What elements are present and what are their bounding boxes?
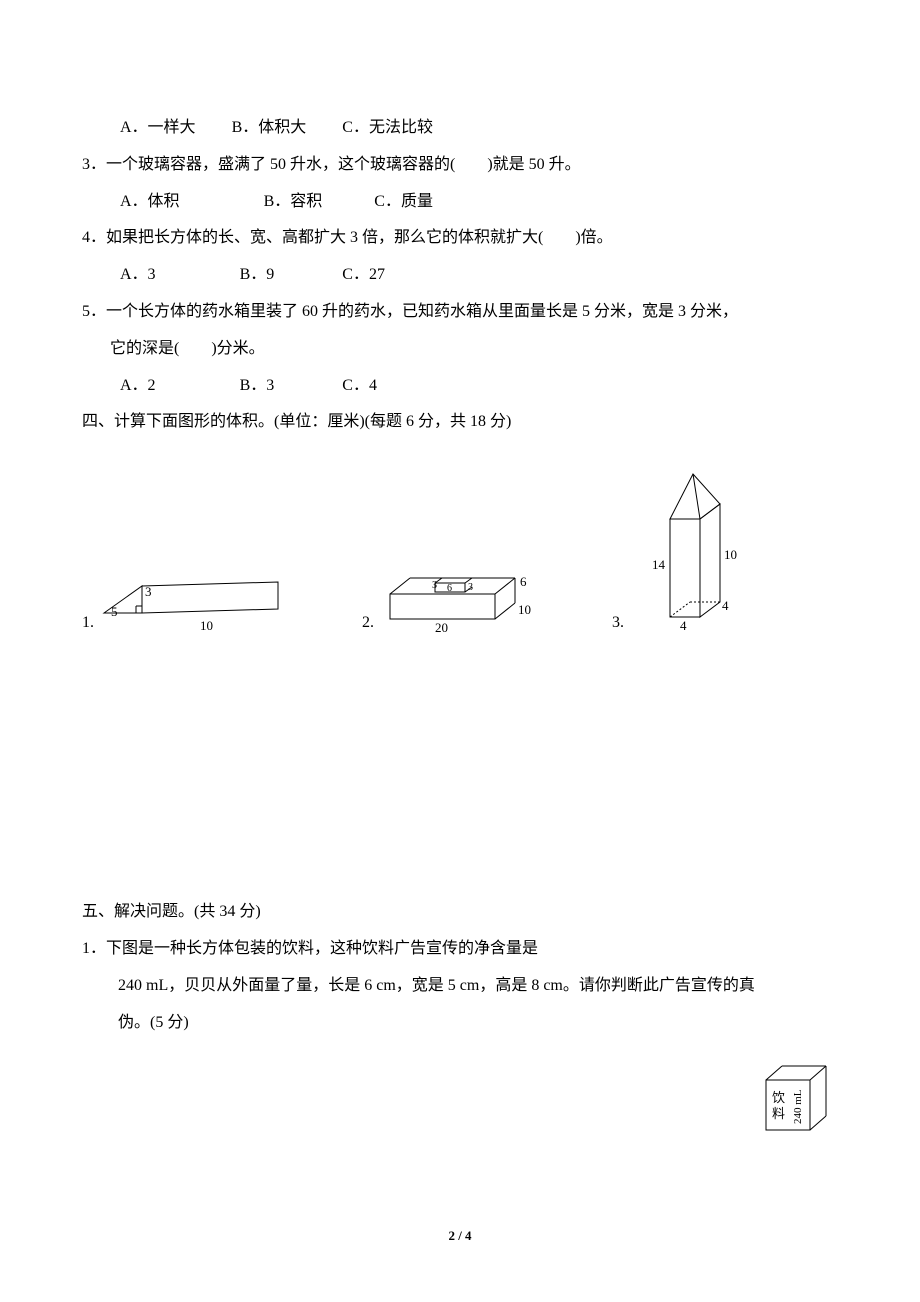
q4-opt-b: B．9 [240,266,275,283]
fig3-dim-basew: 4 [680,618,687,633]
q5-opt-b: B．3 [240,377,275,394]
q2-opt-c: C．无法比较 [342,119,433,136]
q4-opt-c: C．27 [342,266,385,283]
section-4-title: 四、计算下面图形的体积。(单位：厘米)(每题 6 分，共 18 分) [82,404,838,441]
fig3-dim-left: 14 [652,557,666,572]
q4-opt-a: A．3 [120,266,156,283]
q2-opt-b: B．体积大 [232,119,307,136]
fig3-dim-based: 4 [722,598,729,613]
fig2-dim-w: 20 [435,620,448,634]
q4-stem: 4．如果把长方体的长、宽、高都扩大 3 倍，那么它的体积就扩大( )倍。 [82,220,838,257]
fig1-dim-5: 5 [111,604,118,619]
figure-2-svg: 6 10 20 3 6 3 [380,554,540,634]
q5-stem-line1: 5．一个长方体的药水箱里装了 60 升的药水，已知药水箱从里面量长是 5 分米，… [82,294,838,331]
fig3-dim-right: 10 [724,547,737,562]
q3-opt-c: C．质量 [374,193,433,210]
figure-2: 2. [362,554,540,634]
p1-stem-line2: 240 mL，贝贝从外面量了量，长是 6 cm，宽是 5 cm，高是 8 cm。… [82,968,838,1005]
q5-opt-a: A．2 [120,377,156,394]
q3-opt-a: A．体积 [120,193,180,210]
figure-1-svg: 5 3 10 [100,544,290,634]
q2-options: A．一样大 B．体积大 C．无法比较 [82,110,838,147]
fig2-dim-id: 3 [468,582,473,593]
fig2-dim-d: 10 [518,602,531,617]
figure-2-number: 2. [362,614,374,632]
fig1-dim-10: 10 [200,618,213,633]
q3-opt-b: B．容积 [264,193,323,210]
fig2-dim-h: 6 [520,574,527,589]
figure-1-number: 1. [82,614,94,632]
fig2-dim-ih: 3 [432,580,437,591]
bev-label-2: 料 [772,1106,785,1121]
fig1-dim-3: 3 [145,584,152,599]
figure-3-number: 3. [612,614,624,632]
bev-label-1: 饮 [772,1090,785,1105]
figure-3-svg: 14 10 4 4 [630,464,750,634]
q2-opt-a: A．一样大 [120,119,196,136]
p1-stem-line1: 1．下图是一种长方体包装的饮料，这种饮料广告宣传的净含量是 [82,931,838,968]
q5-stem-line2: 它的深是( )分米。 [82,331,838,368]
page-footer: 2 / 4 [0,1228,920,1244]
q5-options: A．2 B．3 C．4 [82,368,838,405]
q4-options: A．3 B．9 C．27 [82,257,838,294]
bev-volume: 240 mL [792,1089,804,1124]
figure-3: 3. 14 10 4 4 [612,464,750,634]
q3-stem: 3．一个玻璃容器，盛满了 50 升水，这个玻璃容器的( )就是 50 升。 [82,147,838,184]
q3-options: A．体积 B．容积 C．质量 [82,184,838,221]
figure-1: 1. 5 3 10 [82,544,290,634]
beverage-box-figure: 饮 料 240 mL [758,1060,838,1140]
fig2-dim-iw: 6 [447,583,452,594]
p1-stem-line3: 伪。(5 分) [82,1005,838,1042]
section-5-title: 五、解决问题。(共 34 分) [82,894,838,931]
figures-row: 1. 5 3 10 2. [82,459,838,634]
q5-opt-c: C．4 [342,377,377,394]
